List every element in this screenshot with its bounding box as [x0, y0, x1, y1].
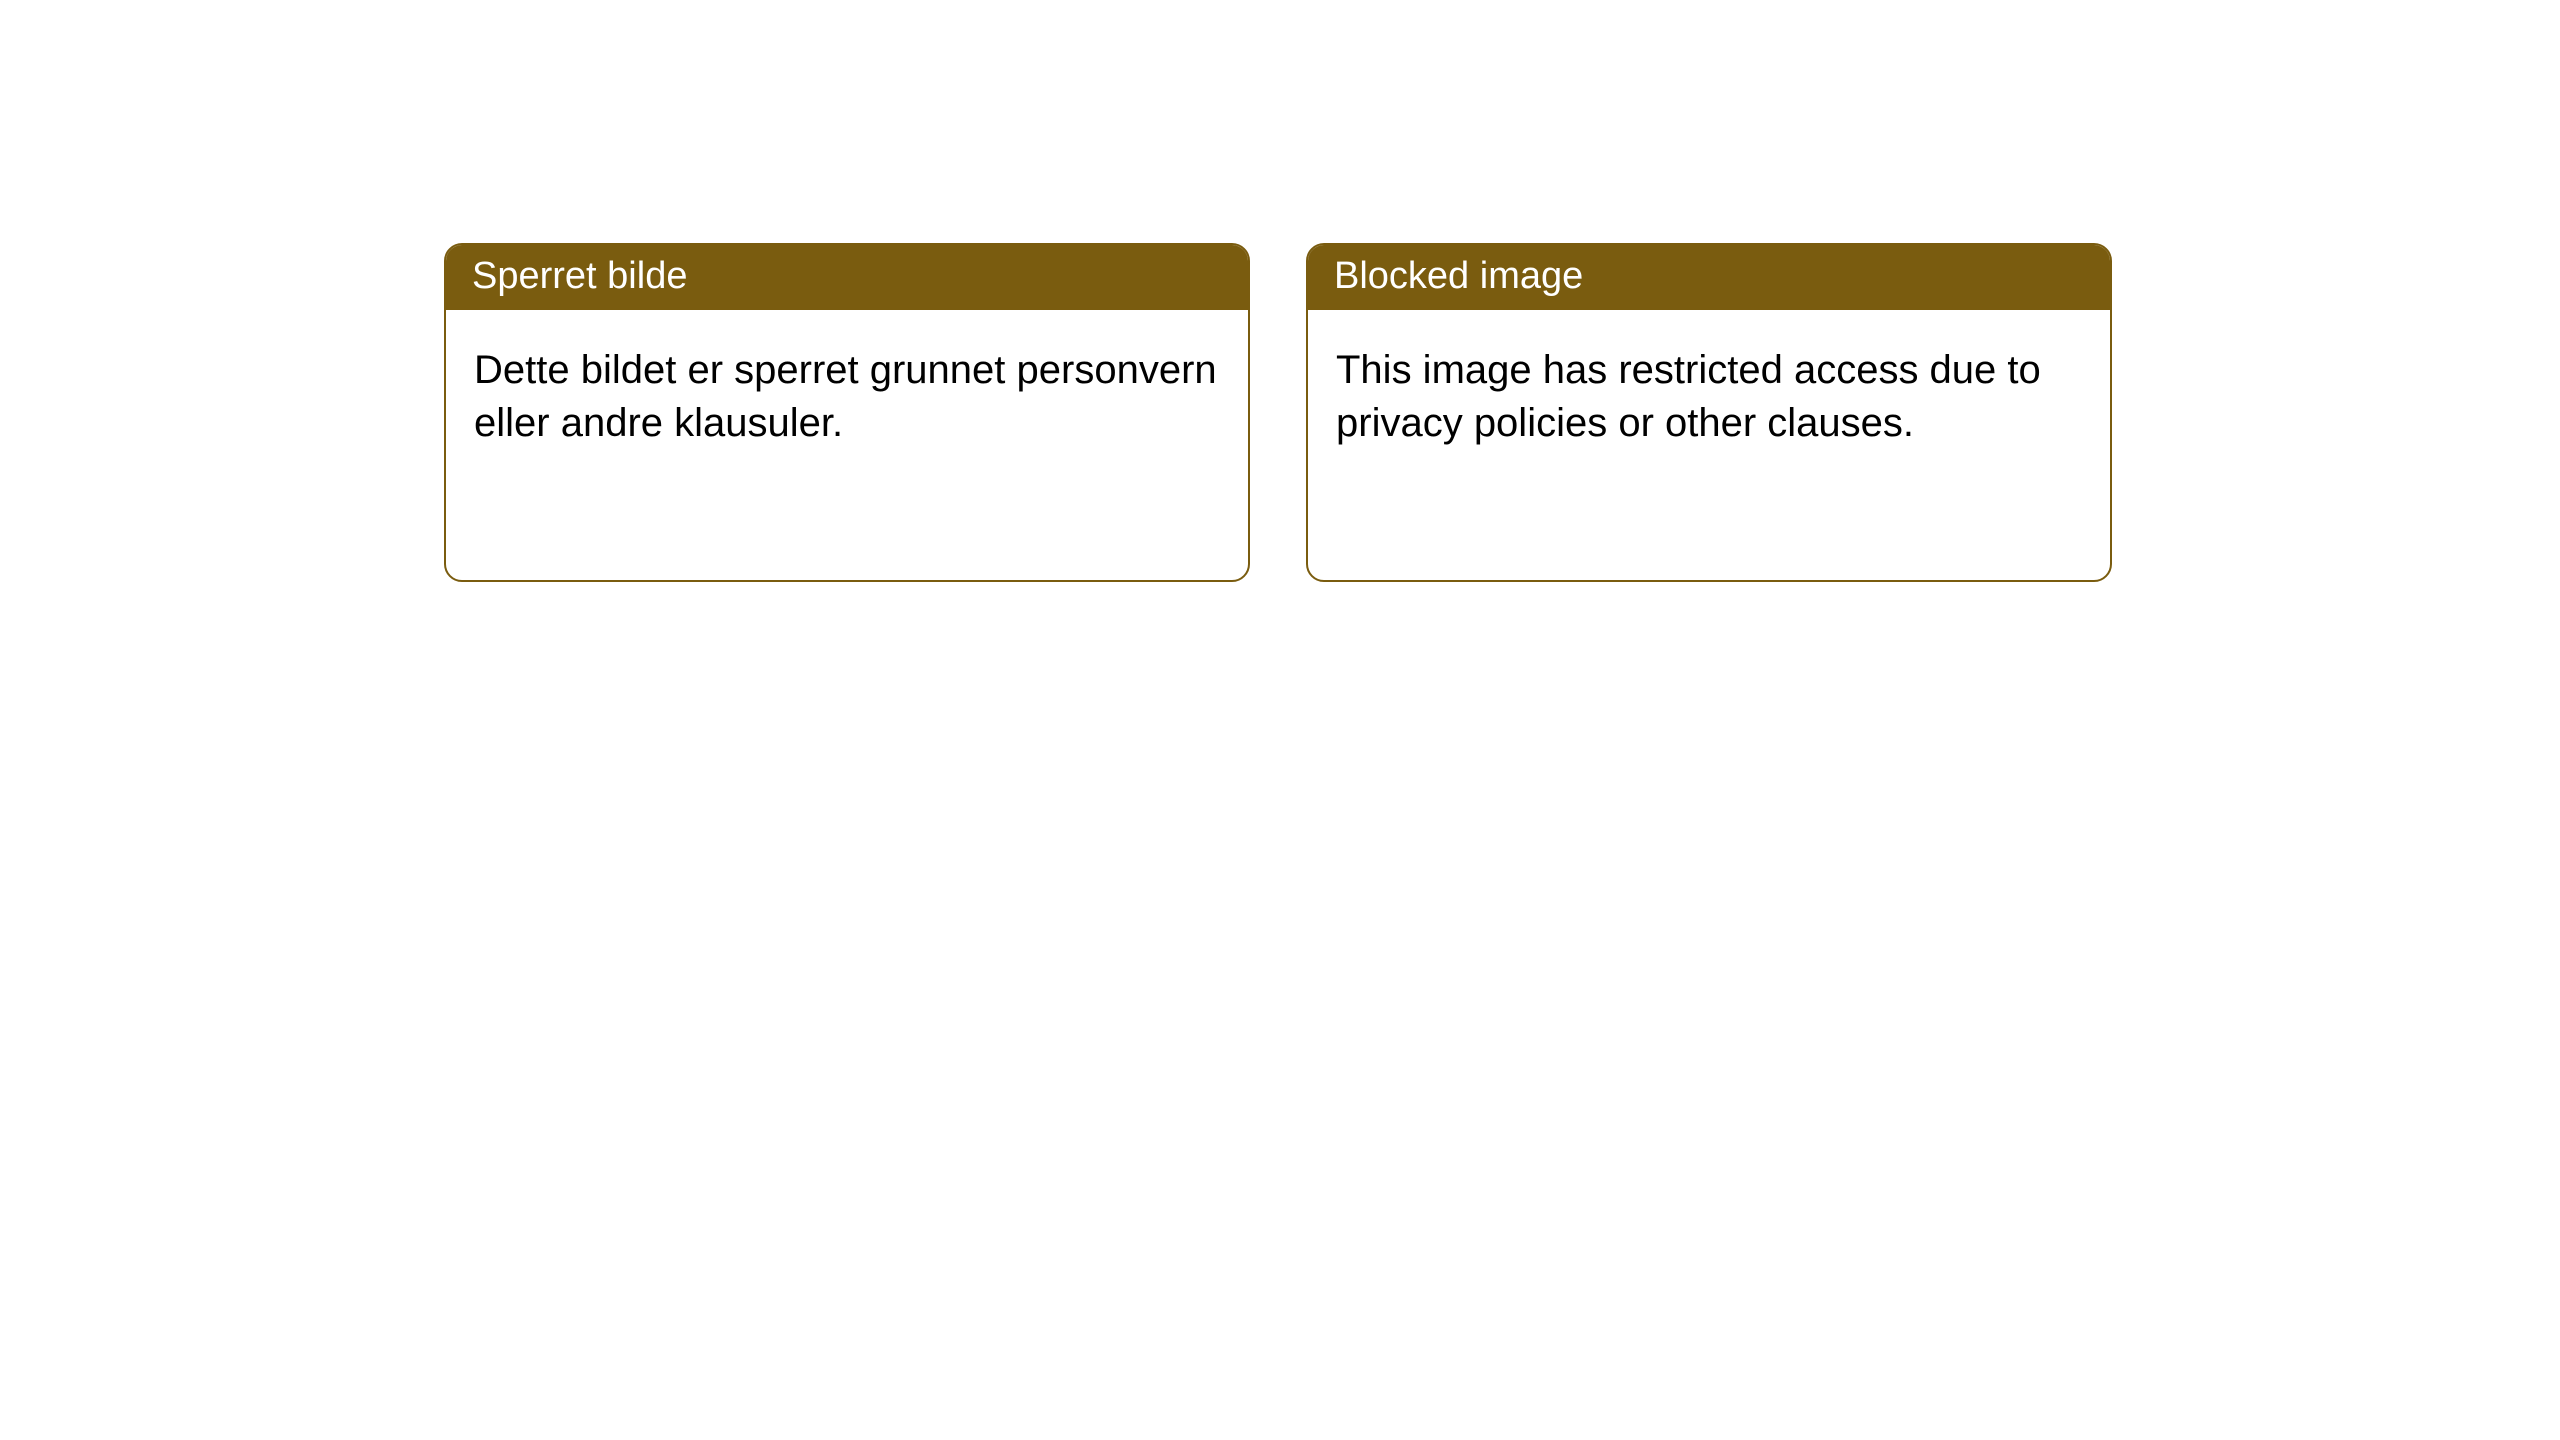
notice-body: This image has restricted access due to … — [1308, 310, 2110, 484]
notice-card-english: Blocked image This image has restricted … — [1306, 243, 2112, 582]
notice-header: Sperret bilde — [446, 245, 1248, 310]
notice-container: Sperret bilde Dette bildet er sperret gr… — [0, 0, 2560, 582]
notice-card-norwegian: Sperret bilde Dette bildet er sperret gr… — [444, 243, 1250, 582]
notice-body: Dette bildet er sperret grunnet personve… — [446, 310, 1248, 484]
notice-header: Blocked image — [1308, 245, 2110, 310]
